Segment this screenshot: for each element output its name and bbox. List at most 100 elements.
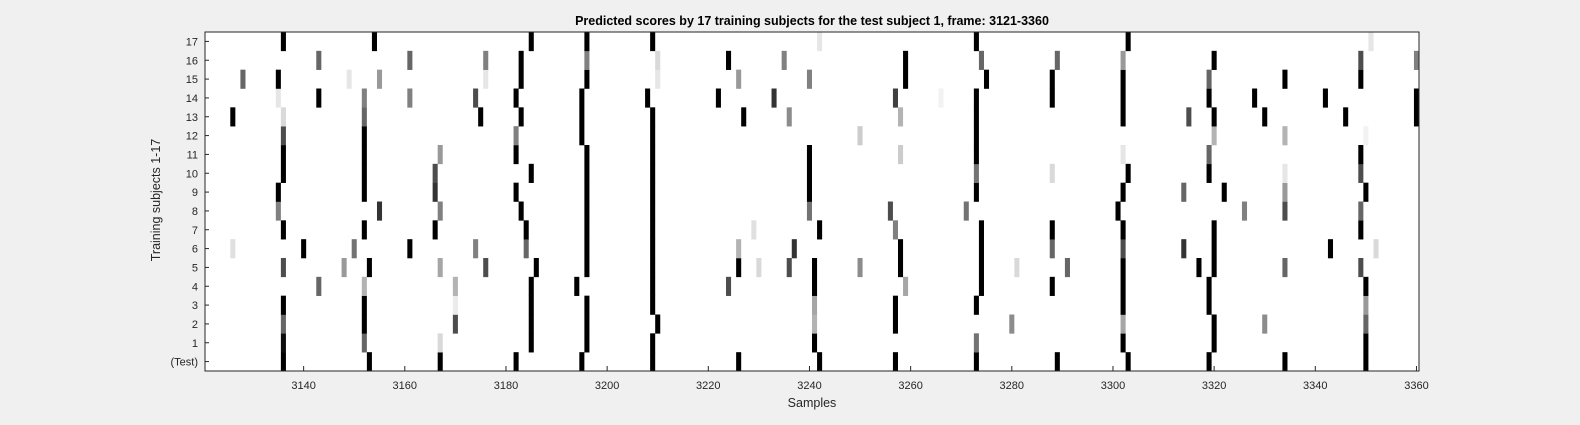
heatmap-cell xyxy=(1282,201,1288,221)
heatmap-cell xyxy=(650,201,656,221)
heatmap-cell xyxy=(584,50,590,70)
heatmap-cell xyxy=(973,126,979,146)
heatmap-cell xyxy=(361,295,367,315)
heatmap-cell xyxy=(736,239,742,259)
heatmap-cell xyxy=(280,220,286,240)
heatmap-cell xyxy=(1358,50,1364,70)
heatmap-cell xyxy=(1358,258,1364,278)
heatmap-cell xyxy=(1211,314,1217,334)
heatmap-cell xyxy=(1413,107,1419,127)
heatmap-cell xyxy=(1282,69,1288,89)
heatmap-cell xyxy=(579,126,585,146)
heatmap-cell xyxy=(1358,69,1364,89)
x-tick-label: 3180 xyxy=(494,380,518,392)
x-tick-label: 3300 xyxy=(1101,380,1125,392)
heatmap-cell xyxy=(1363,295,1369,315)
heatmap-cell xyxy=(361,163,367,183)
heatmap-cell xyxy=(452,276,458,296)
heatmap-cell xyxy=(275,69,281,89)
heatmap-cell xyxy=(1206,352,1212,372)
heatmap-cell xyxy=(897,258,904,278)
heatmap-cell xyxy=(983,69,990,89)
heatmap-cell xyxy=(1206,295,1212,315)
heatmap-cell xyxy=(437,352,443,372)
heatmap-cell xyxy=(346,69,352,89)
heatmap-cell xyxy=(361,220,367,240)
heatmap-cell xyxy=(812,258,818,278)
heatmap-cell xyxy=(574,276,580,296)
heatmap-cell xyxy=(1181,239,1187,259)
heatmap-cell xyxy=(513,352,519,372)
heatmap-cell xyxy=(791,239,797,259)
heatmap-cell xyxy=(437,258,443,278)
heatmap-cell xyxy=(1120,88,1126,108)
heatmap-cell xyxy=(432,163,438,183)
heatmap-cell xyxy=(528,333,534,353)
heatmap-cell xyxy=(371,32,377,52)
heatmap-cell xyxy=(366,352,372,372)
heatmap-cell xyxy=(280,126,286,146)
heatmap-cell xyxy=(892,352,898,372)
heatmap-cell xyxy=(1125,352,1131,372)
heatmap-cell xyxy=(584,333,590,353)
heatmap-cell xyxy=(584,201,590,221)
heatmap-cell xyxy=(366,258,372,278)
heatmap-cell xyxy=(812,276,818,296)
heatmap-cell xyxy=(806,182,812,202)
heatmap-cell xyxy=(280,295,286,315)
heatmap-cell xyxy=(1125,32,1131,52)
heatmap-cell xyxy=(230,107,236,127)
heatmap-cell xyxy=(892,314,898,334)
heatmap-cell xyxy=(528,314,534,334)
heatmap-cell xyxy=(1373,239,1379,259)
heatmap-cell xyxy=(1241,201,1248,221)
x-tick-label: 3160 xyxy=(393,380,417,392)
heatmap-cell xyxy=(1206,88,1212,108)
heatmap-cell xyxy=(978,239,984,259)
heatmap-cell xyxy=(1282,258,1288,278)
heatmap-cell xyxy=(650,333,656,353)
heatmap-cell xyxy=(786,258,792,278)
heatmap-cell xyxy=(857,258,863,278)
heatmap-cell xyxy=(361,182,367,202)
heatmap-cell xyxy=(1327,239,1334,259)
x-tick-label: 3340 xyxy=(1303,380,1327,392)
y-tick-label: 11 xyxy=(187,149,198,161)
heatmap-cell xyxy=(1049,69,1055,89)
heatmap-cell xyxy=(857,126,863,146)
heatmap-cell xyxy=(579,107,585,127)
heatmap-cell xyxy=(1120,239,1126,259)
heatmap-cell xyxy=(973,163,979,183)
heatmap-cell xyxy=(726,50,732,70)
heatmap-cell xyxy=(1120,220,1126,240)
heatmap-cell xyxy=(741,107,747,127)
heatmap-cell xyxy=(938,88,944,108)
heatmap-cell xyxy=(280,107,286,127)
heatmap-cell xyxy=(1049,239,1055,259)
heatmap-cell xyxy=(892,295,898,315)
heatmap-cell xyxy=(280,333,286,353)
heatmap-cell xyxy=(1120,314,1126,334)
heatmap-cell xyxy=(513,88,519,108)
heatmap-cell xyxy=(1363,352,1369,372)
heatmap-cell xyxy=(280,258,286,278)
heatmap-cell xyxy=(817,352,823,372)
heatmap-cell xyxy=(341,258,347,278)
heatmap-cell xyxy=(812,333,818,353)
heatmap-cell xyxy=(806,69,812,89)
heatmap-cell xyxy=(1413,50,1419,70)
heatmap-cell xyxy=(1115,201,1121,221)
heatmap-cell xyxy=(579,88,585,108)
heatmap-cell xyxy=(432,220,438,240)
heatmap-cell xyxy=(275,201,281,221)
heatmap-cell xyxy=(812,295,818,315)
heatmap-cell xyxy=(650,182,656,202)
heatmap-cell xyxy=(523,220,529,240)
heatmap-cell xyxy=(518,201,524,221)
heatmap-cell xyxy=(1282,163,1288,183)
heatmap-cell xyxy=(528,32,534,52)
heatmap-cell xyxy=(1054,352,1060,372)
heatmap-cell xyxy=(280,352,286,372)
heatmap-cell xyxy=(1049,276,1055,296)
